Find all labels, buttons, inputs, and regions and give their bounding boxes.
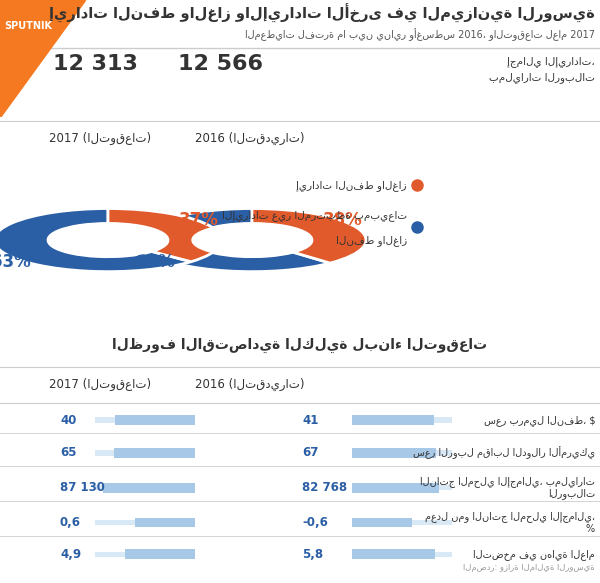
Text: 2016 (التقديرات): 2016 (التقديرات) [195,378,305,391]
Text: 40: 40 [60,413,76,427]
Text: 67: 67 [302,447,319,459]
Text: 2017 (التوقعات): 2017 (التوقعات) [49,132,151,145]
Text: التضخم في نهاية العام: التضخم في نهاية العام [473,549,595,560]
FancyBboxPatch shape [352,448,436,458]
Text: معدل نمو الناتج المحلي الإجمالي،
%: معدل نمو الناتج المحلي الإجمالي، % [425,511,595,534]
Text: الإيرادات غير المرتبطة بمبيعات: الإيرادات غير المرتبطة بمبيعات [221,210,407,220]
Text: 0,6: 0,6 [60,516,81,529]
Text: بمليارات الروبلات: بمليارات الروبلات [489,72,595,83]
FancyBboxPatch shape [135,518,195,528]
Text: 82 768: 82 768 [302,481,347,494]
FancyBboxPatch shape [103,483,195,493]
FancyBboxPatch shape [95,450,195,456]
FancyBboxPatch shape [352,552,452,557]
FancyBboxPatch shape [352,450,452,456]
FancyBboxPatch shape [352,483,439,493]
FancyBboxPatch shape [95,552,195,557]
Text: 38%: 38% [323,210,363,229]
FancyBboxPatch shape [352,518,412,528]
Text: 65: 65 [60,447,77,459]
Text: SPUTNIK: SPUTNIK [4,21,52,31]
Wedge shape [252,209,366,263]
Circle shape [48,223,168,257]
Text: 2017 (التوقعات): 2017 (التوقعات) [49,378,151,391]
FancyBboxPatch shape [352,485,452,490]
FancyBboxPatch shape [95,417,195,423]
Wedge shape [0,209,191,272]
Text: سعر الروبل مقابل الدولار الأمريكي: سعر الروبل مقابل الدولار الأمريكي [413,447,595,459]
Text: المصدر: وزارة المالية الروسية: المصدر: وزارة المالية الروسية [463,563,595,573]
Text: إيرادات النفط والغاز والإيرادات الأخرى في الميزانية الروسية: إيرادات النفط والغاز والإيرادات الأخرى ف… [49,4,595,23]
Text: 4,9: 4,9 [60,548,81,561]
Text: 41: 41 [302,413,319,427]
FancyBboxPatch shape [115,415,195,425]
FancyBboxPatch shape [352,520,452,525]
Text: إجمالي الإيرادات،: إجمالي الإيرادات، [507,57,595,67]
FancyBboxPatch shape [125,549,195,559]
Wedge shape [138,209,330,272]
Wedge shape [108,209,222,262]
Text: 12 313: 12 313 [53,54,137,74]
FancyBboxPatch shape [114,448,195,458]
FancyBboxPatch shape [352,549,435,559]
Text: إيرادات النفط والغاز: إيرادات النفط والغاز [296,180,407,191]
Text: 62%: 62% [135,253,175,271]
Text: النفط والغاز: النفط والغاز [335,234,407,245]
Polygon shape [0,0,85,117]
Text: -0,6: -0,6 [302,516,328,529]
Text: 87 130: 87 130 [60,481,105,494]
Text: المعطيات لفترة ما بين يناير وأغسطس 2016، والتوقعات لعام 2017: المعطيات لفترة ما بين يناير وأغسطس 2016،… [245,28,595,41]
Text: الناتج المحلي الإجمالي، بمليارات
الروبلات: الناتج المحلي الإجمالي، بمليارات الروبلا… [420,476,595,500]
FancyBboxPatch shape [352,415,434,425]
FancyBboxPatch shape [352,417,452,423]
Text: 5,8: 5,8 [302,548,323,561]
Text: 37%: 37% [179,210,219,229]
Circle shape [192,223,312,257]
Text: الظروف الاقتصادية الكلية لبناء التوقعات: الظروف الاقتصادية الكلية لبناء التوقعات [112,338,488,353]
Text: 12 566: 12 566 [178,54,263,74]
FancyBboxPatch shape [95,485,195,490]
Text: 2016 (التقديرات): 2016 (التقديرات) [195,132,305,145]
Text: سعر برميل النفط، $: سعر برميل النفط، $ [484,415,595,426]
Text: 63%: 63% [0,253,31,271]
FancyBboxPatch shape [95,520,195,525]
